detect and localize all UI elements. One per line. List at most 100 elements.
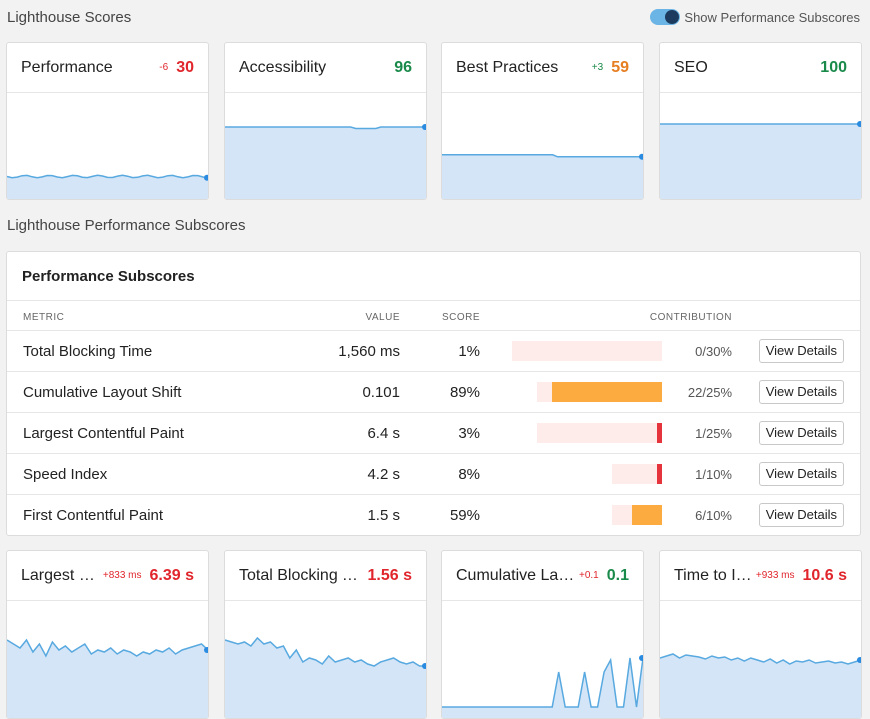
sparkline-end-dot (204, 647, 208, 653)
card-value: 96 (394, 58, 412, 76)
metric-card-time-to-interactive[interactable]: Time to Interactive+933 ms 10.6 s (659, 550, 862, 719)
card-header: Time to Interactive+933 ms 10.6 s (660, 551, 861, 601)
contribution-fill (657, 423, 662, 443)
card-value: 1.56 s (367, 566, 412, 584)
view-details-button[interactable]: View Details (758, 339, 844, 363)
sparkline-end-dot (857, 657, 861, 663)
header-metric: METRIC (23, 312, 65, 323)
table-header: METRIC VALUE SCORE CONTRIBUTION (7, 301, 860, 331)
sparkline-end-dot (422, 124, 426, 130)
sparkline-area (442, 154, 643, 199)
sparkline-area (660, 654, 861, 718)
metric-card-cumulative-layout-shift[interactable]: Cumulative Layout Shift+0.1 0.1 (441, 550, 644, 719)
score-card-seo[interactable]: SEO 100 (659, 42, 862, 200)
sparkline-end-dot (857, 121, 861, 127)
sparkline-line (442, 154, 643, 158)
card-title: Best Practices (456, 58, 559, 76)
table-row: Total Blocking Time 1,560 ms 1% 0/30% View D… (7, 331, 860, 372)
card-header: Largest Contentful Paint+833 ms 6.39 s (7, 551, 208, 601)
view-details-button[interactable]: View Details (758, 380, 844, 404)
contribution-text: 22/25% (687, 385, 732, 400)
card-title: SEO (674, 58, 708, 76)
contribution-text: 0/30% (695, 344, 732, 359)
sparkline-line (7, 638, 208, 658)
sparkline-end-dot (639, 655, 643, 661)
score-card-accessibility[interactable]: Accessibility 96 (224, 42, 427, 200)
sparkline-end-dot (204, 174, 208, 181)
card-header: Performance -6 30 (7, 43, 208, 93)
contribution-fill (552, 382, 662, 402)
metric-value: 1,560 ms (338, 343, 400, 360)
metric-name: Cumulative Layout Shift (23, 384, 182, 401)
metric-name: First Contentful Paint (23, 507, 164, 524)
card-value: 100 (820, 58, 847, 76)
metric-value: 1.5 s (367, 507, 400, 524)
metric-score: 1% (458, 343, 480, 360)
sparkline-end-dot (639, 153, 643, 160)
card-header: Best Practices +3 59 (442, 43, 643, 93)
contribution-bar (512, 423, 662, 443)
contribution-text: 6/10% (695, 508, 732, 523)
card-title: Total Blocking Time (239, 566, 360, 584)
metric-score: 8% (458, 466, 480, 483)
contribution-bar (512, 382, 662, 402)
score-card-performance[interactable]: Performance -6 30 (6, 42, 209, 200)
metric-name: Largest Contentful Paint (23, 425, 184, 442)
metric-score: 59% (449, 507, 480, 524)
contribution-track (612, 464, 662, 484)
sparkline-line (660, 653, 861, 665)
sparkline-area (225, 638, 426, 718)
section-title-subscores: Lighthouse Performance Subscores (7, 217, 246, 234)
header-score: SCORE (441, 312, 480, 323)
card-title: Cumulative Layout Shift (456, 566, 579, 584)
card-header: SEO 100 (660, 43, 861, 93)
card-title: Time to Interactive (674, 566, 756, 584)
score-sparkline (225, 124, 426, 199)
metric-value: 0.101 (362, 384, 400, 401)
contribution-text: 1/10% (695, 467, 732, 482)
score-sparkline (442, 153, 643, 199)
table-row: Speed Index 4.2 s 8% 1/10% View Details (7, 454, 860, 495)
card-header: Total Blocking Time 1.56 s (225, 551, 426, 601)
table-row: First Contentful Paint 1.5 s 59% 6/10% View … (7, 495, 860, 536)
sparkline-area (660, 124, 861, 199)
sparkline-area (442, 658, 643, 718)
contribution-bar (512, 341, 662, 361)
contribution-text: 1/25% (695, 426, 732, 441)
metric-sparkline (442, 655, 643, 718)
view-details-button[interactable]: View Details (758, 503, 844, 527)
contribution-bar (512, 464, 662, 484)
card-delta: +0.1 (579, 570, 599, 581)
view-details-button[interactable]: View Details (758, 462, 844, 486)
performance-subscores-toggle[interactable]: Show Performance Subscores (650, 9, 860, 25)
card-header: Accessibility 96 (225, 43, 426, 93)
metric-card-largest-contentful-paint[interactable]: Largest Contentful Paint+833 ms 6.39 s (6, 550, 209, 719)
metric-card-total-blocking-time[interactable]: Total Blocking Time 1.56 s (224, 550, 427, 719)
contribution-track (512, 341, 662, 361)
metric-name: Total Blocking Time (23, 343, 153, 360)
sparkline-area (225, 127, 426, 199)
performance-subscores-panel: Performance Subscores METRIC VALUE SCORE… (6, 251, 861, 536)
sparkline-line (7, 174, 208, 179)
card-value: 0.1 (606, 566, 629, 584)
view-details-button[interactable]: View Details (758, 421, 844, 445)
score-sparkline (7, 174, 208, 199)
sparkline-area (7, 640, 208, 718)
metric-value: 6.4 s (367, 425, 400, 442)
metric-score: 3% (458, 425, 480, 442)
table-row: Largest Contentful Paint 6.4 s 3% 1/25% View… (7, 413, 860, 454)
card-delta: +3 (591, 62, 604, 73)
card-title: Performance (21, 58, 113, 76)
card-value: 59 (611, 58, 629, 76)
card-value: 6.39 s (149, 566, 194, 584)
sparkline-end-dot (422, 663, 426, 669)
card-delta: -6 (159, 62, 169, 73)
sparkline-line (442, 657, 643, 708)
score-sparkline (660, 121, 861, 199)
score-card-best-practices[interactable]: Best Practices +3 59 (441, 42, 644, 200)
toggle-switch[interactable] (650, 9, 681, 25)
metric-name: Speed Index (23, 466, 108, 483)
contribution-track (537, 423, 662, 443)
card-delta: +933 ms (755, 570, 795, 581)
contribution-fill (632, 505, 662, 525)
